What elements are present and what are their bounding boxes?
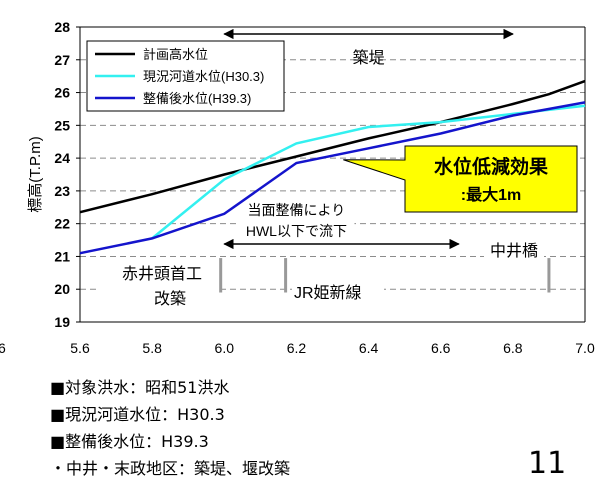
page-number: 11	[528, 446, 567, 481]
notes-list: ■対象洪水：昭和51洪水 ■現況河道水位：H30.3 ■整備後水位：H39.3 …	[50, 374, 290, 482]
callout-line2: :最大1m	[461, 185, 521, 204]
x-tick-label-offscreen-left: 6	[0, 340, 6, 356]
improvement-label-bg	[238, 199, 355, 239]
y-tick-label: 26	[54, 85, 70, 101]
x-tick-label: 6.0	[215, 340, 235, 356]
x-tick-label: 6.2	[287, 340, 307, 356]
series-line	[151, 104, 586, 240]
x-tick-label: 7.0	[575, 340, 595, 356]
water-level-chart: 19 20 21 22 23 24 25 26 27 28 5.6 5.8 6.0 6.2 6.4 6.6 6.…	[0, 19, 595, 356]
structure-label-bg	[100, 259, 218, 311]
x-tick-label: 5.6	[70, 340, 90, 356]
series-line	[79, 79, 586, 214]
y-tick-label: 22	[54, 216, 70, 232]
x-tick-label: 6.6	[431, 340, 451, 356]
callout-line1: 水位低減効果	[434, 155, 548, 178]
legend-label: 現況河道水位(H30.3)	[143, 69, 264, 84]
structure-label-bg	[292, 282, 384, 302]
structure-label-jr: JR姫新線	[294, 284, 362, 302]
structure-label-bg	[484, 240, 544, 260]
structure-label-nakai: 中井橋	[490, 242, 538, 260]
legend-label: 計画高水位	[143, 47, 208, 62]
note-area: ・中井・末政地区：築堤、堰改築	[50, 459, 291, 478]
x-tick-label: 6.4	[359, 340, 379, 356]
structure-label-akai: 赤井頭首工	[122, 265, 202, 283]
improvement-label-line1: 当面整備により	[248, 202, 346, 218]
legend-label: 整備後水位(H39.3)	[143, 91, 251, 106]
structure-label-akai-line2: 改築	[154, 290, 186, 308]
y-tick-label: 25	[54, 117, 70, 133]
series-lines	[79, 79, 586, 255]
note-current: ■現況河道水位：H30.3	[50, 405, 225, 424]
series-line	[79, 101, 586, 255]
x-tick-label: 6.8	[503, 340, 523, 356]
y-tick-label: 20	[54, 281, 70, 297]
x-tick-label: 5.8	[142, 340, 162, 356]
y-tick-label: 23	[54, 183, 70, 199]
note-flood: ■対象洪水：昭和51洪水	[50, 378, 230, 397]
callout: 水位低減効果 :最大1m	[343, 145, 578, 213]
axes: 19 20 21 22 23 24 25 26 27 28 5.6 5.8 6.0 6.2 6.4 6.6 6.…	[0, 19, 595, 356]
y-axis-title: 標高(T.P.m)	[27, 136, 44, 212]
callout-box	[343, 145, 578, 213]
improvement-label-line2: HWL以下で流下	[246, 223, 347, 239]
y-tick-label: 28	[54, 19, 70, 35]
levee-label: 築堤	[353, 49, 385, 67]
note-after: ■整備後水位：H39.3	[50, 432, 209, 451]
y-tick-label: 21	[54, 248, 70, 264]
y-tick-label: 27	[54, 52, 70, 68]
y-tick-label: 24	[54, 150, 70, 166]
y-tick-label: 19	[54, 314, 70, 330]
